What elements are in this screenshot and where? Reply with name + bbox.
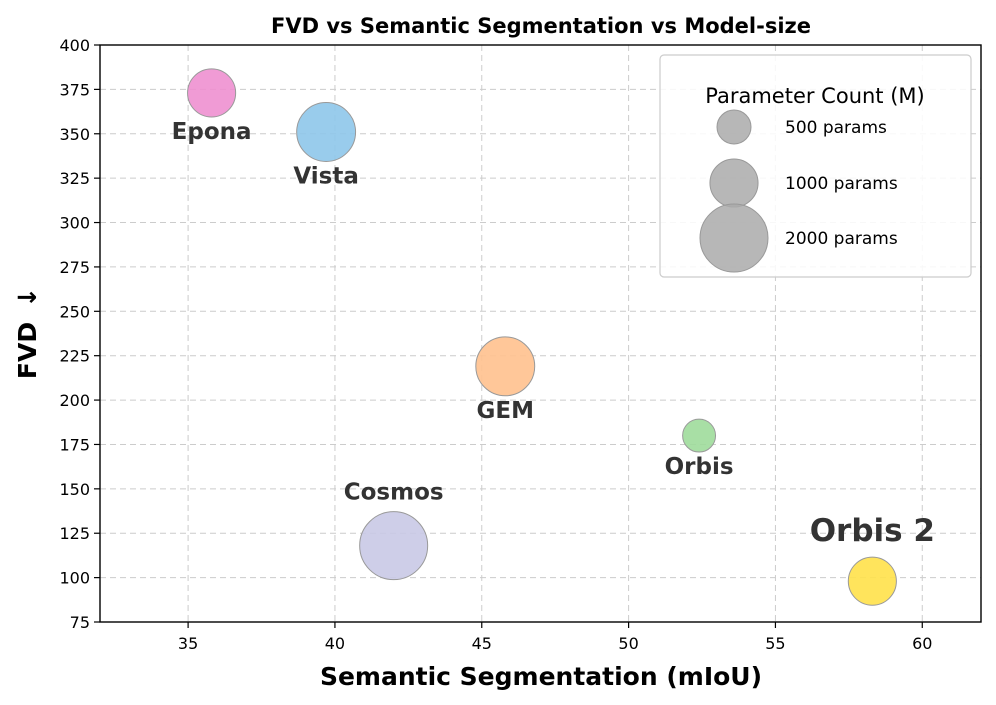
y-axis-arrow: ↓ — [13, 287, 42, 308]
y-tick-label: 125 — [59, 524, 90, 543]
legend-entry-label: 500 params — [785, 118, 887, 138]
y-tick-label: 200 — [59, 391, 90, 410]
point-label: Orbis 2 — [810, 513, 935, 549]
y-tick-label: 325 — [59, 169, 90, 188]
point-label: Orbis — [665, 454, 734, 480]
data-point-vista — [296, 102, 357, 162]
point-label: Cosmos — [344, 480, 444, 506]
x-tick-label: 40 — [325, 634, 345, 653]
y-tick-label: 350 — [59, 125, 90, 144]
legend-marker — [699, 203, 769, 273]
y-tick-label: 300 — [59, 214, 90, 233]
point-label: Epona — [172, 119, 252, 145]
legend-entries: 500 params 1000 params 2000 params — [699, 109, 898, 273]
data-point-orbis — [682, 418, 717, 453]
point-labels: Epona Vista GEM Orbis Cosmos Orbis 2 — [172, 119, 935, 549]
x-tick-label: 55 — [765, 634, 785, 653]
y-tick-label: 150 — [59, 480, 90, 499]
y-axis-label-group: FVD ↓ — [13, 287, 42, 379]
x-tick-label: 45 — [472, 634, 492, 653]
y-tick-label: 175 — [59, 435, 90, 454]
data-point-epona — [187, 68, 237, 118]
y-axis-label: FVD — [13, 322, 42, 379]
point-label: GEM — [477, 398, 534, 424]
x-axis-ticks: 35 40 45 50 55 60 — [178, 622, 932, 653]
x-tick-label: 35 — [178, 634, 198, 653]
y-tick-label: 375 — [59, 80, 90, 99]
legend: Parameter Count (M) 500 params 1000 param… — [659, 54, 972, 278]
data-point-gem — [475, 336, 536, 397]
svg-text:FVD↓: FVD ↓ — [13, 287, 42, 379]
y-axis-ticks: 75 100 125 150 175 200 225 250 275 300 325 350 375 40… — [59, 36, 100, 632]
data-points — [187, 68, 897, 606]
legend-marker — [709, 158, 759, 208]
y-tick-label: 225 — [59, 347, 90, 366]
legend-entry-label: 2000 params — [785, 229, 898, 249]
y-tick-label: 275 — [59, 258, 90, 277]
data-point-orbis-2 — [847, 556, 897, 606]
legend-marker — [716, 109, 752, 145]
x-tick-label: 60 — [912, 634, 932, 653]
point-label: Vista — [293, 163, 359, 189]
y-tick-label: 400 — [59, 36, 90, 55]
y-tick-label: 75 — [70, 613, 90, 632]
legend-entry-label: 1000 params — [785, 174, 898, 194]
x-tick-label: 50 — [618, 634, 638, 653]
y-tick-label: 250 — [59, 302, 90, 321]
chart-title: FVD vs Semantic Segmentation vs Model-si… — [271, 14, 811, 38]
legend-title: Parameter Count (M) — [705, 84, 924, 108]
y-tick-label: 100 — [59, 569, 90, 588]
x-axis-label: Semantic Segmentation (mIoU) — [320, 662, 762, 691]
plot-frame — [99, 44, 982, 623]
data-point-cosmos — [359, 511, 429, 581]
